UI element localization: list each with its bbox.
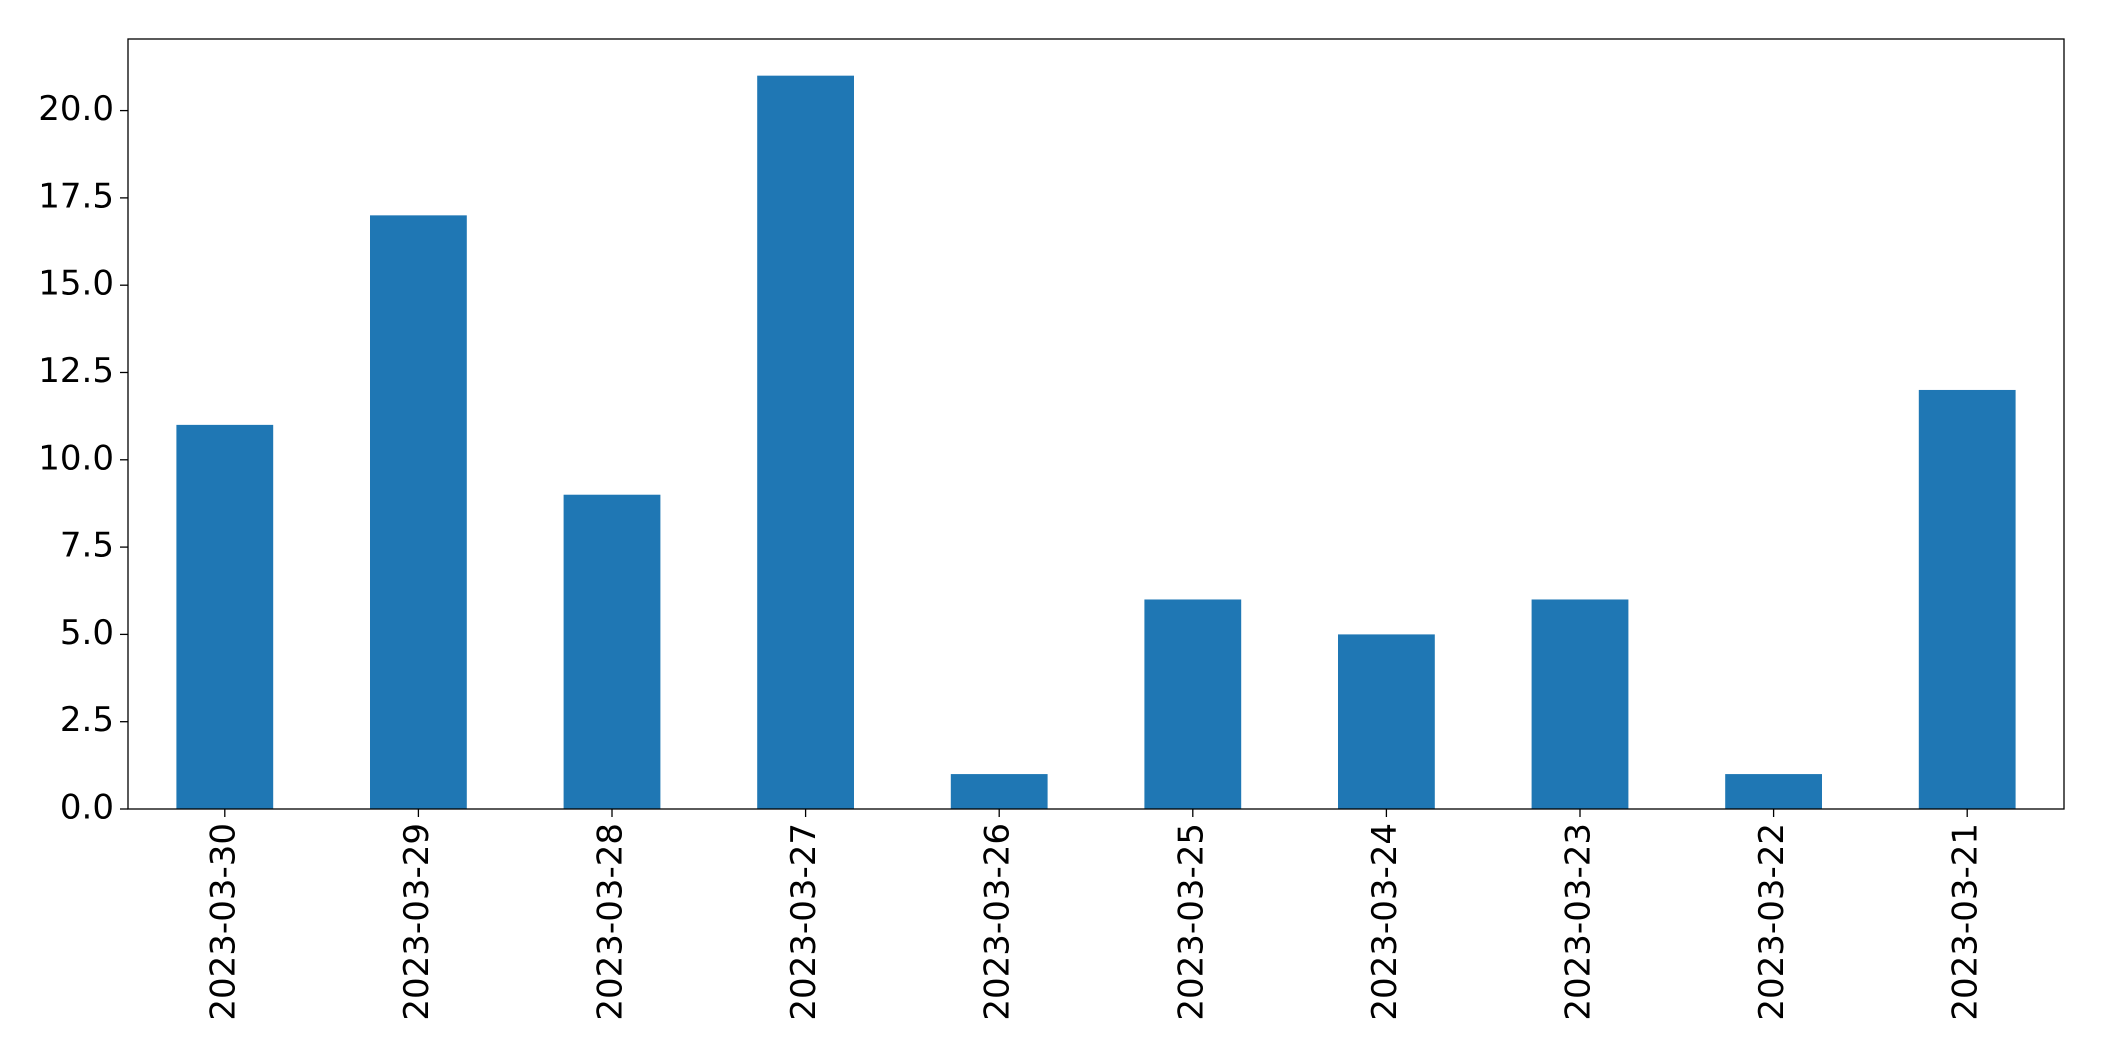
y-tick-label: 20.0: [38, 89, 114, 129]
bar: [370, 215, 467, 809]
x-tick-label: 2023-03-22: [1752, 823, 1792, 1021]
x-tick-label: 2023-03-28: [591, 823, 631, 1021]
bar: [757, 75, 854, 809]
y-tick-label: 5.0: [60, 613, 114, 653]
x-tick-label: 2023-03-27: [784, 823, 824, 1021]
y-tick-label: 12.5: [38, 351, 114, 391]
plot-frame: [127, 38, 2065, 810]
bar: [1531, 599, 1629, 809]
bar: [1918, 389, 2016, 809]
x-tick-label: 2023-03-24: [1365, 823, 1405, 1021]
y-tick-label: 0.0: [60, 788, 114, 828]
x-tick-label: 2023-03-26: [978, 823, 1018, 1021]
y-tick-label: 15.0: [38, 264, 114, 304]
y-tick-label: 10.0: [38, 438, 114, 478]
y-tick-label: 2.5: [60, 700, 114, 740]
bar: [563, 494, 661, 809]
x-tick-label: 2023-03-23: [1559, 823, 1599, 1021]
x-tick-label: 2023-03-21: [1946, 823, 1986, 1021]
bar: [950, 774, 1048, 809]
x-tick-label: 2023-03-30: [203, 823, 243, 1021]
bar: [1725, 774, 1822, 809]
bar: [176, 424, 274, 809]
y-tick-label: 7.5: [60, 526, 114, 566]
x-tick-label: 2023-03-25: [1171, 823, 1211, 1021]
x-tick-label: 2023-03-29: [397, 823, 437, 1021]
bar: [1338, 634, 1435, 809]
y-tick-label: 17.5: [38, 176, 114, 216]
bar: [1144, 599, 1242, 809]
